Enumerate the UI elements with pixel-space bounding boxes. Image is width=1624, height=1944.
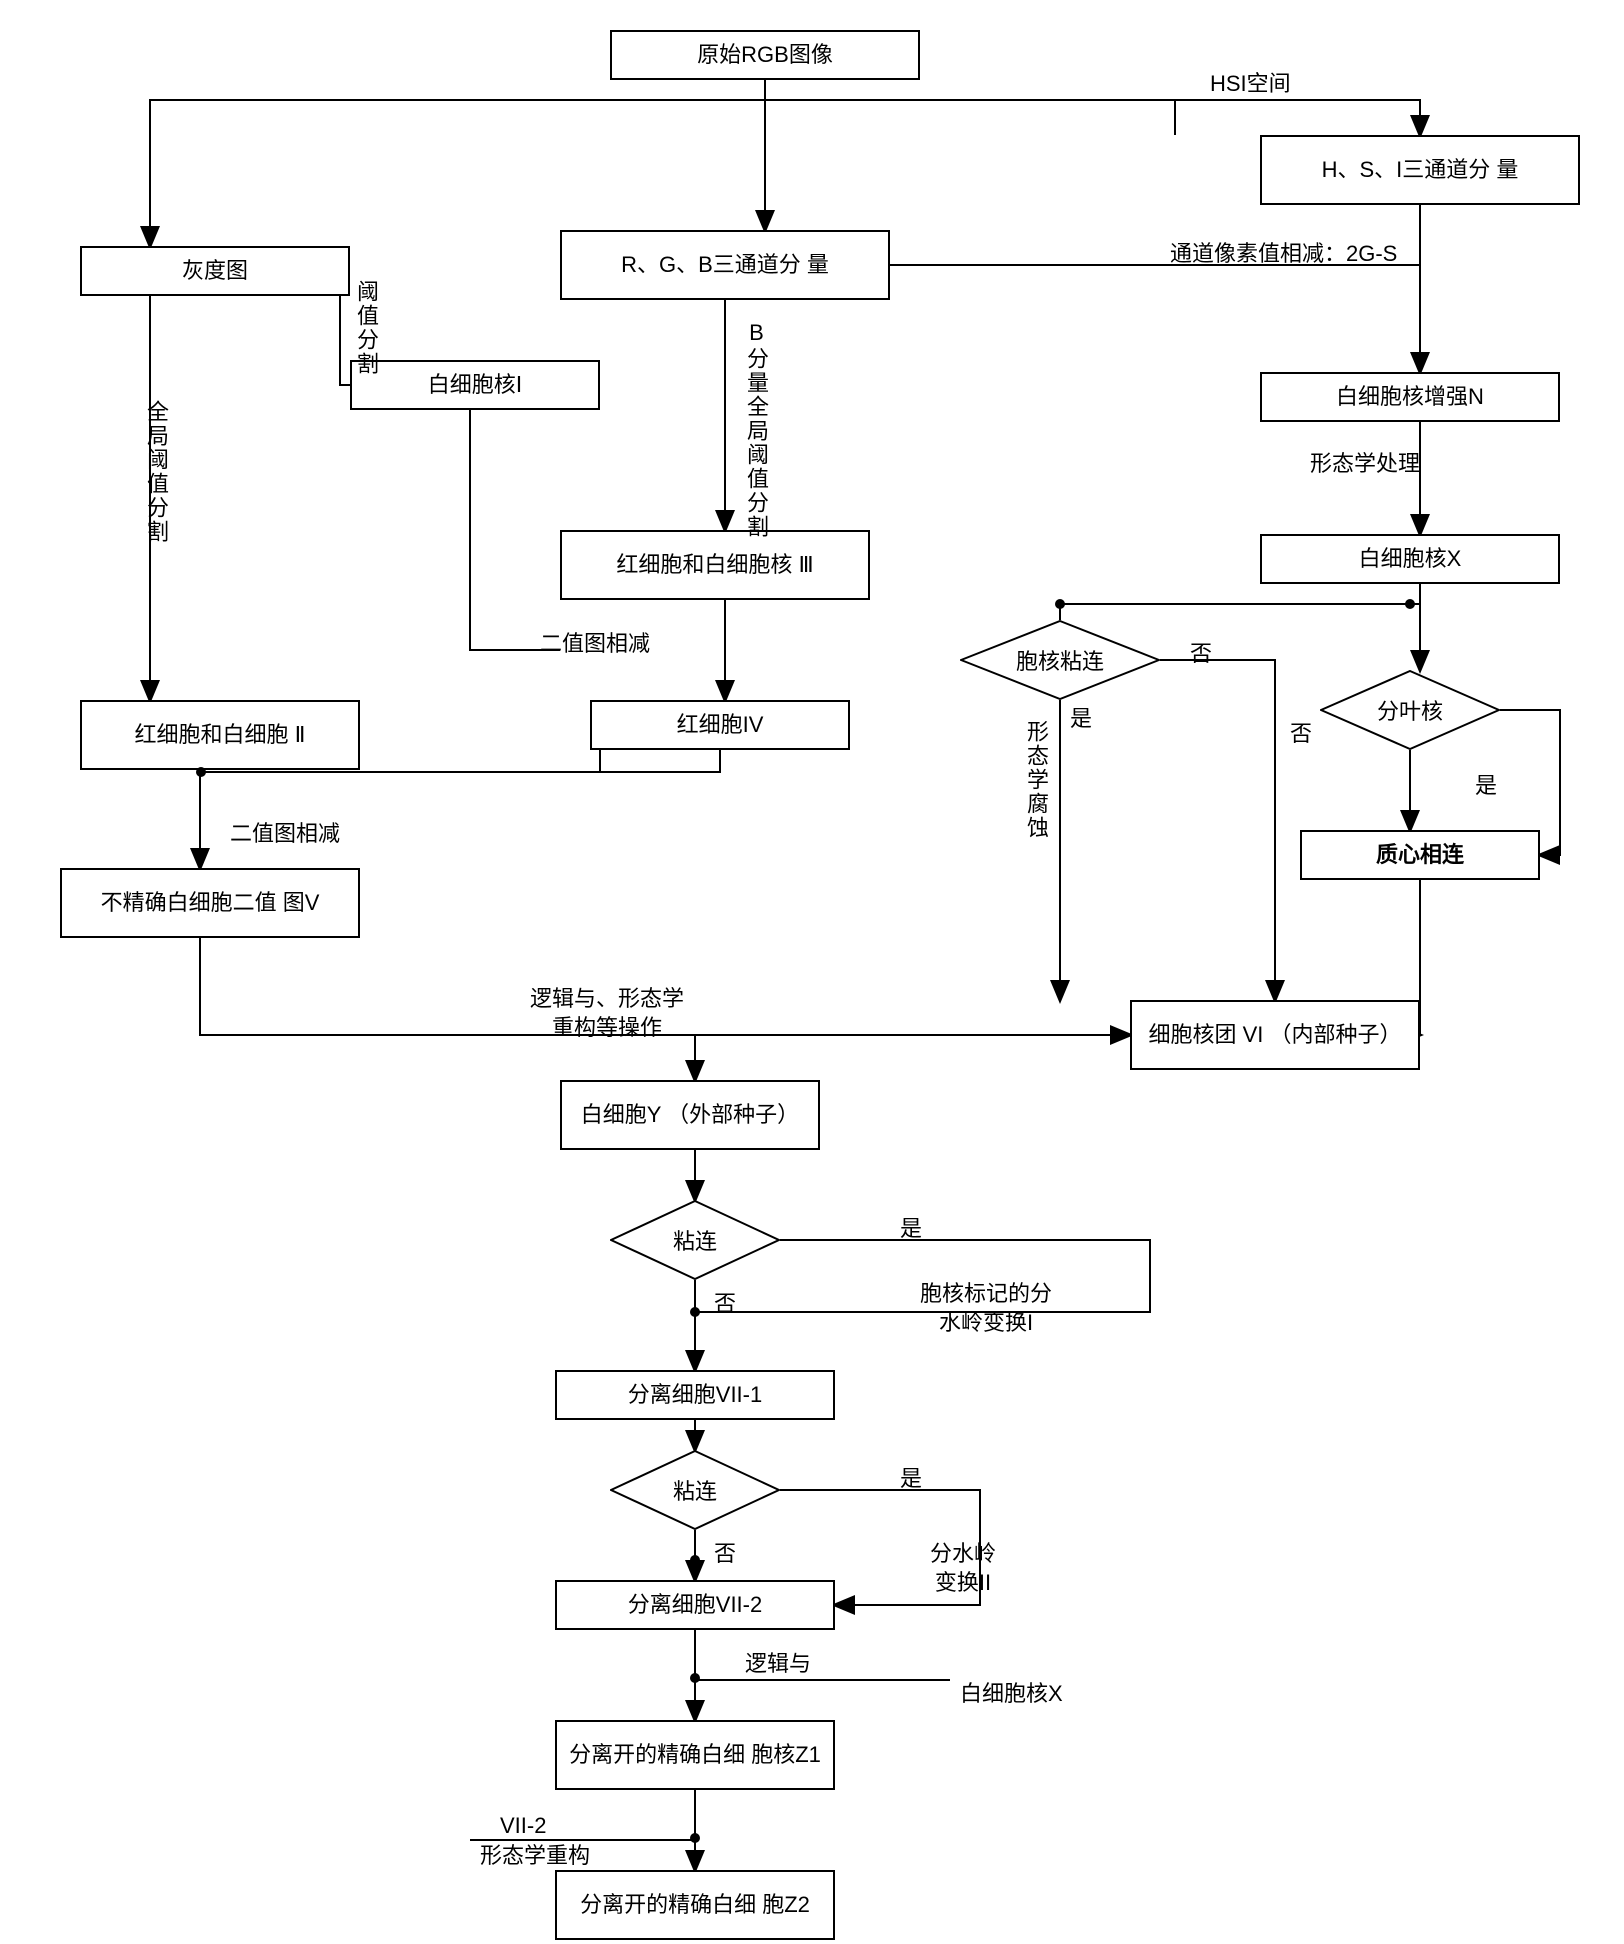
flow-arrow (1160, 660, 1275, 1000)
junction-dot (1055, 599, 1065, 609)
node-n_enhN: 白细胞核增强N (1260, 372, 1560, 422)
node-n_gray: 灰度图 (80, 246, 350, 296)
node-n_rbcwbcII: 红细胞和白细胞 Ⅱ (80, 700, 360, 770)
edge-label-l_yes4: 是 (900, 1465, 922, 1494)
edge-label-l_logic: 逻辑与、形态学 重构等操作 (530, 985, 684, 1042)
junction-dot (690, 1673, 700, 1683)
node-n_z1: 分离开的精确白细 胞核Z1 (555, 1720, 835, 1790)
junction-dot (690, 1307, 700, 1317)
edge-label-l_logicand: 逻辑与 (745, 1650, 811, 1679)
decision-d_adh1: 胞核粘连 (960, 620, 1160, 700)
edge-label-l_sub1: 二值图相减 (540, 630, 650, 659)
edge-label-l_no3: 否 (714, 1290, 736, 1319)
edge-label-l_wbcX2: 白细胞核X (960, 1680, 1063, 1709)
edge-label-l_no4: 否 (714, 1540, 736, 1569)
edge-label-l_morphP: 形态学处理 (1310, 450, 1420, 479)
node-n_clusterVI: 细胞核团 VI （内部种子） (1130, 1000, 1420, 1070)
node-n_hsi: H、S、I三通道分 量 (1260, 135, 1580, 205)
edge-label-l_no1: 否 (1190, 640, 1212, 669)
decision-d_adh3: 粘连 (610, 1450, 780, 1530)
decision-d_adh2: 粘连 (610, 1200, 780, 1280)
edge-label-l_ws2: 分水岭 变换II (930, 1540, 996, 1597)
edge-label-l_ws1: 胞核标记的分 水岭变换I (920, 1280, 1052, 1337)
flow-arrow (600, 750, 720, 772)
edge-label-l_yes1: 是 (1070, 705, 1092, 734)
node-n_wbcY: 白细胞Y （外部种子） (560, 1080, 820, 1150)
edge-label-l_morphR: 形态学重构 (480, 1842, 590, 1871)
node-n_centroid: 质心相连 (1300, 830, 1540, 880)
edge-vlabel-l_morphE: 形态学腐蚀 (1020, 720, 1052, 840)
node-n_wbcX: 白细胞核X (1260, 534, 1560, 584)
flow-arrow (470, 410, 560, 650)
edge-label-l_no2: 否 (1290, 720, 1312, 749)
flow-arrow (765, 80, 1175, 135)
edge-vlabel-l_thresh: 阈值分割 (350, 280, 382, 376)
junction-dot (196, 767, 206, 777)
decision-label: 粘连 (673, 1474, 717, 1506)
edge-vlabel-l_global: 全局阈值分割 (140, 400, 172, 544)
node-n_sep2: 分离细胞VII-2 (555, 1580, 835, 1630)
decision-d_lobed: 分叶核 (1320, 670, 1500, 750)
node-n_z2: 分离开的精确白细 胞Z2 (555, 1870, 835, 1940)
flow-arrow (150, 80, 765, 246)
flow-arrow (1060, 584, 1420, 620)
edge-vlabel-l_bcomp: B分量全局阈值分割 (740, 320, 772, 539)
flow-arrow (1175, 100, 1420, 135)
flowchart-canvas: 原始RGB图像 H、S、I三通道分 量灰度图 R、G、B三通道分 量白细胞核Ⅰ 白细胞… (0, 0, 1624, 1944)
node-n_rgb: R、G、B三通道分 量 (560, 230, 890, 300)
edge-label-l_yes3: 是 (900, 1215, 922, 1244)
edge-label-l_sub2: 二值图相减 (230, 820, 340, 849)
node-n_start: 原始RGB图像 (610, 30, 920, 80)
node-n_rbcIV: 红细胞IV (590, 700, 850, 750)
junction-dot (690, 1555, 700, 1565)
decision-label: 胞核粘连 (1016, 644, 1104, 676)
decision-label: 分叶核 (1377, 694, 1443, 726)
node-n_wbcI: 白细胞核Ⅰ (350, 360, 600, 410)
edge-label-l_yes2: 是 (1475, 772, 1497, 801)
node-n_impV: 不精确白细胞二值 图V (60, 868, 360, 938)
node-n_rbcwbcIII: 红细胞和白细胞核 Ⅲ (560, 530, 870, 600)
flow-arrow (340, 296, 350, 385)
junction-dot (1405, 599, 1415, 609)
decision-label: 粘连 (673, 1224, 717, 1256)
edge-label-l_2gs: 通道像素值相减：2G-S (1170, 240, 1397, 269)
junction-dot (690, 1833, 700, 1843)
edge-label-l_hsispace: HSI空间 (1210, 70, 1291, 99)
node-n_sep1: 分离细胞VII-1 (555, 1370, 835, 1420)
edge-label-l_vii2: VII-2 (500, 1812, 546, 1841)
